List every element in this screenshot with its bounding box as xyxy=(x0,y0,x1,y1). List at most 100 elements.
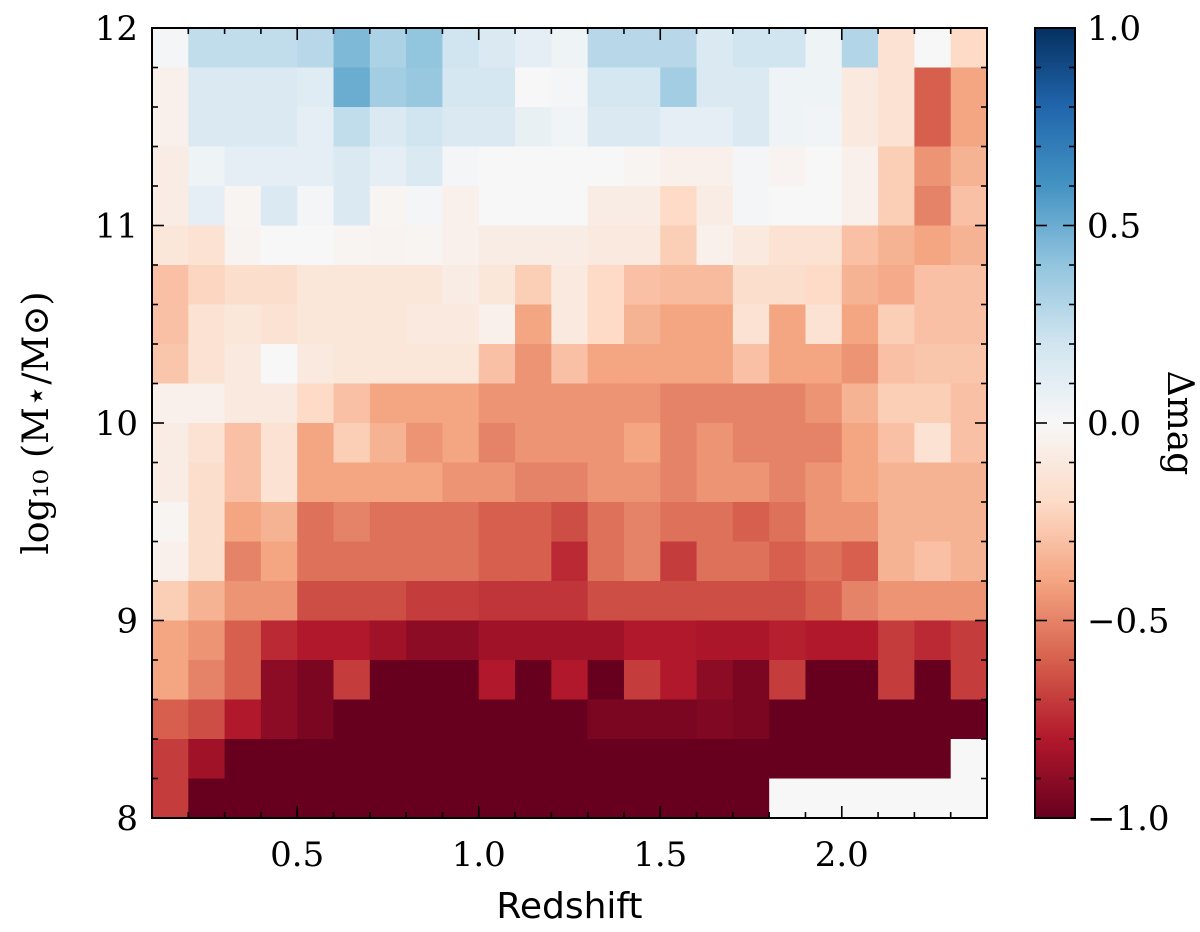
heatmap-cell xyxy=(841,581,879,622)
heatmap-cell xyxy=(732,107,770,148)
heatmap-cell xyxy=(260,581,298,622)
heatmap-cell xyxy=(732,383,770,424)
heatmap-cell xyxy=(587,660,625,701)
heatmap-cell xyxy=(950,699,988,740)
heatmap-cell xyxy=(878,186,915,227)
heatmap-cell xyxy=(442,344,480,385)
heatmap-cell xyxy=(732,739,770,780)
heatmap-cell xyxy=(805,146,843,187)
heatmap-cell xyxy=(406,304,444,345)
heatmap-cell xyxy=(841,778,879,819)
heatmap-cell xyxy=(152,67,189,108)
heatmap-cell xyxy=(224,739,262,780)
heatmap-cell xyxy=(914,660,952,701)
heatmap-cell xyxy=(587,699,625,740)
heatmap-cell xyxy=(297,502,335,543)
heatmap-cell xyxy=(224,699,262,740)
heatmap-cell xyxy=(369,581,407,622)
heatmap-cell xyxy=(260,541,298,582)
heatmap-cell xyxy=(551,186,589,227)
heatmap-cell xyxy=(950,28,988,69)
heatmap-cell xyxy=(805,660,843,701)
heatmap-cell xyxy=(224,265,262,306)
heatmap-cell xyxy=(369,502,407,543)
heatmap-cell xyxy=(406,660,444,701)
heatmap-cell xyxy=(660,620,698,661)
heatmap-cell xyxy=(224,107,262,148)
heatmap-cell xyxy=(152,265,189,306)
heatmap-cell xyxy=(914,28,952,69)
heatmap-cell xyxy=(297,304,335,345)
heatmap-cell xyxy=(805,423,843,464)
heatmap-cell xyxy=(442,28,480,69)
heatmap-cell xyxy=(732,423,770,464)
heatmap-cell xyxy=(369,186,407,227)
heatmap-cell xyxy=(369,344,407,385)
heatmap-cell xyxy=(478,699,516,740)
heatmap-cell xyxy=(660,265,698,306)
x-tick-label: 2.0 xyxy=(815,835,869,875)
heatmap-cell xyxy=(732,28,770,69)
heatmap-cell xyxy=(878,107,915,148)
heatmap-cell xyxy=(188,225,226,266)
heatmap-cell xyxy=(369,146,407,187)
heatmap-cell xyxy=(769,462,807,503)
heatmap-cell xyxy=(297,423,335,464)
heatmap-cell xyxy=(732,541,770,582)
heatmap-cell xyxy=(769,739,807,780)
heatmap-cell xyxy=(623,502,661,543)
heatmap-cell xyxy=(442,778,480,819)
heatmap-cell xyxy=(333,67,371,108)
heatmap-cell xyxy=(805,541,843,582)
heatmap-cell xyxy=(623,225,661,266)
heatmap-cell xyxy=(732,67,770,108)
heatmap-cell xyxy=(950,383,988,424)
heatmap-cell xyxy=(660,107,698,148)
heatmap-cell xyxy=(515,344,552,385)
heatmap-cell xyxy=(950,186,988,227)
heatmap-cell xyxy=(660,344,698,385)
heatmap-cell xyxy=(333,462,371,503)
heatmap-cell xyxy=(478,225,516,266)
y-tick-label: 11 xyxy=(95,207,138,247)
heatmap-cell xyxy=(297,265,335,306)
heatmap-cell xyxy=(914,541,952,582)
heatmap-cell xyxy=(551,344,589,385)
heatmap-cell xyxy=(696,502,734,543)
heatmap-cell xyxy=(551,67,589,108)
heatmap-cell xyxy=(841,462,879,503)
heatmap-cell xyxy=(515,739,552,780)
heatmap-cell xyxy=(878,28,915,69)
heatmap-cell xyxy=(623,186,661,227)
heatmap-cell xyxy=(732,225,770,266)
heatmap-cell xyxy=(515,541,552,582)
heatmap-cell xyxy=(478,581,516,622)
heatmap-cell xyxy=(696,699,734,740)
heatmap-cell xyxy=(188,699,226,740)
heatmap-cell xyxy=(406,502,444,543)
heatmap-cell xyxy=(442,699,480,740)
heatmap-cell xyxy=(878,581,915,622)
heatmap-cell xyxy=(841,699,879,740)
heatmap-cell xyxy=(297,146,335,187)
heatmap-cell xyxy=(406,699,444,740)
heatmap-cell xyxy=(333,423,371,464)
heatmap-cell xyxy=(878,423,915,464)
heatmap-cell xyxy=(369,739,407,780)
heatmap-cell xyxy=(224,620,262,661)
heatmap-cell xyxy=(841,660,879,701)
y-axis-label: log₁₀ (M⋆/M⊙) xyxy=(16,291,57,554)
heatmap-cell xyxy=(950,265,988,306)
heatmap-cell xyxy=(769,699,807,740)
heatmap-cell xyxy=(478,778,516,819)
heatmap-cell xyxy=(442,67,480,108)
heatmap-cell xyxy=(333,541,371,582)
heatmap-cell xyxy=(515,383,552,424)
heatmap-cell xyxy=(260,699,298,740)
heatmap-cell xyxy=(224,660,262,701)
heatmap-cell xyxy=(188,620,226,661)
heatmap-cell xyxy=(478,67,516,108)
heatmap-cell xyxy=(515,67,552,108)
heatmap-cell xyxy=(878,304,915,345)
heatmap-cell xyxy=(841,107,879,148)
